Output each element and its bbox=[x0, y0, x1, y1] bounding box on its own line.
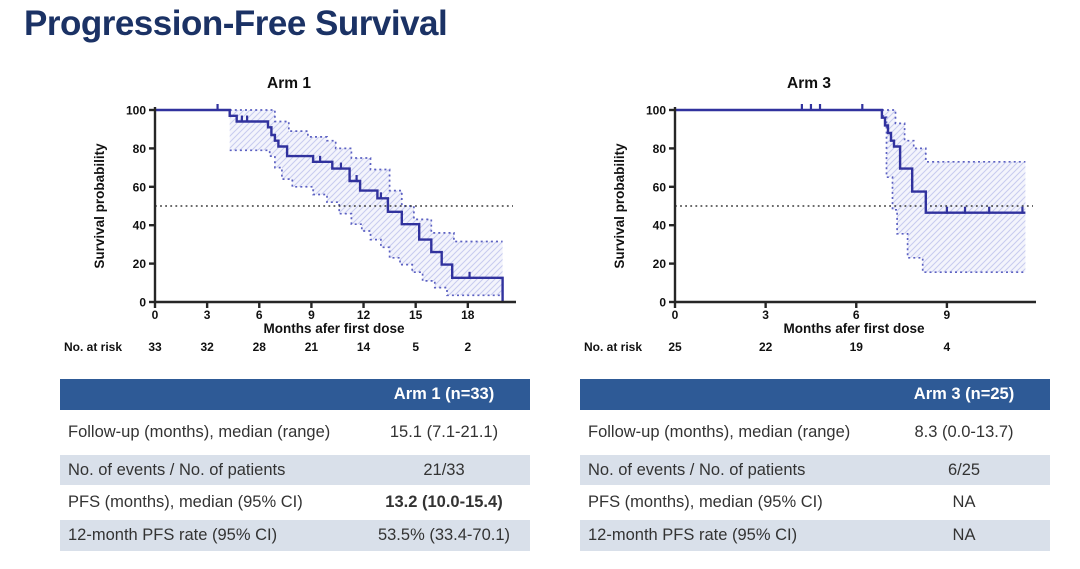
svg-text:9: 9 bbox=[944, 308, 951, 322]
arm1-km-chart: 0 20 40 60 80 100 0 3 6 9 12 15 18 Arm 1 Survival prob… bbox=[64, 75, 516, 354]
table-header-arm-label: Arm 1 (n=33) bbox=[393, 385, 495, 403]
row-label-cell: Follow-up (months), median (range) bbox=[588, 423, 851, 441]
table-row-median-pfs: PFS (months), median (95% CI) NA bbox=[580, 485, 1050, 520]
ci-upper-line bbox=[881, 109, 1026, 163]
ci-lower-line bbox=[881, 114, 1026, 274]
svg-text:0: 0 bbox=[139, 296, 146, 310]
at-risk-label: No. at risk bbox=[584, 340, 642, 354]
ci-band bbox=[229, 110, 503, 296]
svg-text:0: 0 bbox=[152, 308, 159, 322]
svg-text:9: 9 bbox=[308, 308, 315, 322]
table-header-row: Arm 1 (n=33) bbox=[60, 379, 530, 410]
at-risk-count: 19 bbox=[850, 340, 864, 354]
censor-marks bbox=[216, 104, 471, 279]
at-risk-count: 33 bbox=[148, 340, 162, 354]
chart-title: Arm 3 bbox=[787, 75, 831, 92]
row-label-cell: 12-month PFS rate (95% CI) bbox=[588, 526, 798, 544]
table-header-row: Arm 3 (n=25) bbox=[580, 379, 1050, 410]
at-risk-count: 21 bbox=[305, 340, 319, 354]
arm3-summary-table: Arm 3 (n=25) Follow-up (months), median … bbox=[580, 379, 1050, 551]
survival-curve bbox=[675, 108, 1026, 214]
svg-text:18: 18 bbox=[461, 308, 475, 322]
svg-text:12: 12 bbox=[357, 308, 371, 322]
row-value-cell: NA bbox=[952, 526, 976, 544]
y-axis-label: Survival probability bbox=[612, 143, 627, 269]
x-axis-label: Months afer first dose bbox=[263, 321, 405, 336]
table-row-followup: Follow-up (months), median (range) 8.3 (… bbox=[580, 410, 1050, 455]
row-value-cell: NA bbox=[952, 493, 976, 511]
svg-text:40: 40 bbox=[133, 219, 147, 233]
row-value-cell: 8.3 (0.0-13.7) bbox=[914, 423, 1014, 441]
svg-text:20: 20 bbox=[653, 257, 667, 271]
arm3-km-chart: 0 20 40 60 80 100 0 3 6 9 Arm 3 Survival probabilit… bbox=[584, 75, 1036, 354]
table-row-12month-rate: 12-month PFS rate (95% CI) 53.5% (33.4-7… bbox=[60, 520, 530, 551]
row-label-cell: No. of events / No. of patients bbox=[588, 460, 806, 479]
censor-marks bbox=[800, 104, 1024, 214]
axes bbox=[669, 107, 1036, 308]
table-row-12month-rate: 12-month PFS rate (95% CI) NA bbox=[580, 520, 1050, 551]
svg-text:6: 6 bbox=[853, 308, 860, 322]
svg-text:80: 80 bbox=[653, 142, 667, 156]
svg-text:0: 0 bbox=[659, 296, 666, 310]
svg-text:3: 3 bbox=[204, 308, 211, 322]
svg-text:80: 80 bbox=[133, 142, 147, 156]
y-axis-label: Survival probability bbox=[92, 143, 107, 269]
row-value-cell: 21/33 bbox=[423, 460, 465, 479]
svg-text:60: 60 bbox=[653, 180, 667, 194]
svg-text:20: 20 bbox=[133, 257, 147, 271]
table-row-followup: Follow-up (months), median (range) 15.1 … bbox=[60, 410, 530, 455]
svg-text:6: 6 bbox=[256, 308, 263, 322]
row-label-cell: Follow-up (months), median (range) bbox=[68, 423, 331, 441]
at-risk-count: 14 bbox=[357, 340, 371, 354]
axes bbox=[149, 107, 516, 308]
row-value-cell: 53.5% (33.4-70.1) bbox=[377, 526, 511, 544]
at-risk-count: 4 bbox=[944, 340, 951, 354]
at-risk-count: 5 bbox=[412, 340, 419, 354]
table-row-events: No. of events / No. of patients 6/25 bbox=[580, 455, 1050, 485]
svg-text:100: 100 bbox=[646, 104, 666, 118]
row-label-cell: PFS (months), median (95% CI) bbox=[68, 493, 303, 511]
table-header-arm-label: Arm 3 (n=25) bbox=[913, 385, 1015, 403]
row-value-cell: 15.1 (7.1-21.1) bbox=[389, 423, 499, 441]
svg-text:3: 3 bbox=[762, 308, 769, 322]
svg-text:100: 100 bbox=[126, 104, 146, 118]
page-title: Progression-Free Survival bbox=[24, 4, 448, 43]
at-risk-count: 28 bbox=[253, 340, 267, 354]
at-risk-count: 25 bbox=[668, 340, 682, 354]
tick-labels: 0 20 40 60 80 100 0 3 6 9 12 15 18 bbox=[126, 104, 475, 323]
svg-text:15: 15 bbox=[409, 308, 423, 322]
row-label-cell: No. of events / No. of patients bbox=[68, 460, 286, 479]
at-risk-count: 2 bbox=[464, 340, 471, 354]
row-value-cell: 13.2 (10.0-15.4) bbox=[385, 493, 503, 511]
at-risk-label: No. at risk bbox=[64, 340, 122, 354]
ci-lower-line bbox=[229, 149, 503, 297]
at-risk-row: No. at risk 33 32 28 21 14 5 2 bbox=[64, 340, 471, 354]
at-risk-row: No. at risk 25 22 19 4 bbox=[584, 340, 951, 354]
table-row-median-pfs: PFS (months), median (95% CI) 13.2 (10.0… bbox=[60, 485, 530, 520]
svg-text:40: 40 bbox=[653, 219, 667, 233]
at-risk-count: 22 bbox=[759, 340, 773, 354]
table-row-events: No. of events / No. of patients 21/33 bbox=[60, 455, 530, 485]
arm1-summary-table: Arm 1 (n=33) Follow-up (months), median … bbox=[60, 379, 530, 551]
ci-band bbox=[881, 110, 1026, 273]
svg-text:60: 60 bbox=[133, 180, 147, 194]
row-label-cell: 12-month PFS rate (95% CI) bbox=[68, 526, 278, 544]
x-axis-label: Months afer first dose bbox=[783, 321, 925, 336]
ci-upper-line bbox=[229, 109, 503, 243]
survival-curve bbox=[155, 108, 504, 302]
svg-text:0: 0 bbox=[672, 308, 679, 322]
at-risk-count: 32 bbox=[200, 340, 214, 354]
row-label-cell: PFS (months), median (95% CI) bbox=[588, 493, 823, 511]
chart-title: Arm 1 bbox=[267, 75, 311, 92]
tick-labels: 0 20 40 60 80 100 0 3 6 9 bbox=[646, 104, 951, 323]
row-value-cell: 6/25 bbox=[947, 460, 981, 479]
